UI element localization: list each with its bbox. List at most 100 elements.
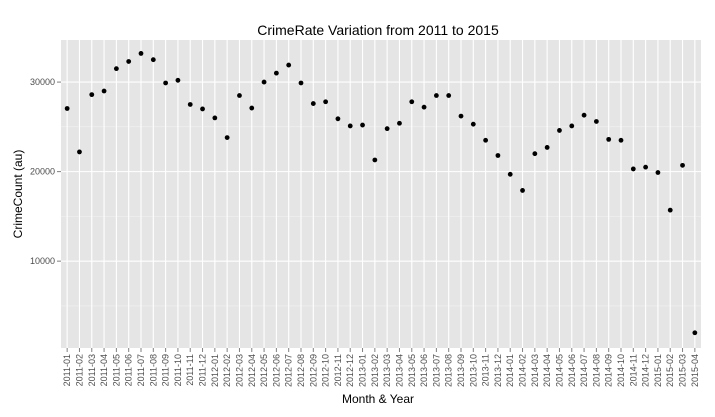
x-tick-label: 2011-08	[148, 354, 158, 386]
data-point	[446, 93, 452, 98]
data-point	[273, 70, 279, 76]
data-point	[212, 115, 218, 121]
data-point	[64, 106, 70, 111]
x-tick-label: 2012-02	[222, 354, 232, 387]
x-axis-title: Month & Year	[342, 392, 414, 406]
y-tick-label: 30000	[30, 77, 55, 87]
x-tick-label: 2014-05	[554, 354, 564, 387]
data-point	[581, 112, 587, 118]
x-tick-label: 2011-07	[136, 354, 146, 386]
data-point	[384, 126, 390, 132]
data-point	[680, 162, 685, 168]
data-point	[397, 120, 402, 126]
data-point	[421, 104, 427, 110]
data-point	[163, 80, 169, 86]
x-tick-label: 2013-03	[382, 354, 392, 387]
x-tick-label: 2015-03	[678, 354, 688, 387]
data-point	[557, 128, 562, 133]
data-point	[261, 79, 267, 85]
data-point	[298, 80, 304, 86]
x-tick-label: 2011-01	[62, 354, 72, 386]
x-tick-label: 2014-10	[616, 354, 626, 387]
data-point	[593, 119, 599, 124]
x-tick-label: 2012-01	[210, 354, 220, 387]
data-point	[126, 59, 132, 64]
data-point	[655, 170, 661, 175]
x-tick-label: 2013-10	[468, 354, 478, 387]
data-point	[77, 149, 82, 155]
x-tick-label: 2014-08	[591, 354, 601, 387]
data-point	[237, 93, 242, 98]
x-tick-label: 2013-12	[493, 354, 503, 387]
x-tick-label: 2014-02	[518, 354, 528, 387]
x-tick-label: 2011-11	[185, 354, 195, 386]
y-tick-label: 10000	[30, 256, 55, 266]
data-point	[335, 116, 341, 122]
x-tick-label: 2013-09	[456, 354, 466, 387]
x-tick-label: 2012-08	[296, 354, 306, 387]
x-tick-label: 2013-11	[481, 354, 491, 386]
data-point	[249, 105, 255, 111]
data-point	[175, 77, 181, 83]
data-point	[310, 101, 316, 106]
data-point	[667, 207, 673, 213]
x-axis: 2011-01 2011-02 2011-03 2011-04 2011-05 2011-…	[62, 348, 700, 387]
x-tick-label: 2013-01	[358, 354, 368, 387]
x-tick-label: 2012-03	[234, 354, 244, 387]
data-point	[200, 106, 205, 112]
x-tick-label: 2014-11	[628, 354, 638, 386]
data-point	[101, 88, 107, 94]
chart-title: CrimeRate Variation from 2011 to 2015	[257, 22, 499, 38]
x-tick-label: 2014-12	[641, 354, 651, 387]
data-point	[286, 62, 292, 68]
x-tick-label: 2014-01	[505, 354, 515, 387]
y-tick-label: 20000	[30, 167, 55, 177]
data-points	[64, 51, 698, 336]
x-tick-label: 2011-02	[74, 354, 84, 386]
data-point	[692, 330, 698, 336]
data-point	[520, 188, 525, 193]
data-point	[138, 51, 144, 56]
x-tick-label: 2011-05	[111, 354, 121, 386]
data-point	[470, 121, 476, 127]
data-point	[630, 166, 636, 172]
x-tick-label: 2014-07	[579, 354, 589, 387]
x-tick-label: 2012-09	[308, 354, 318, 387]
data-point	[569, 123, 575, 129]
data-point	[618, 137, 624, 143]
x-tick-label: 2014-03	[530, 354, 540, 387]
y-axis-title: CrimeCount (au)	[11, 150, 25, 239]
x-tick-label: 2013-07	[431, 354, 441, 387]
x-tick-label: 2012-06	[271, 354, 281, 387]
x-tick-label: 2015-04	[690, 354, 700, 387]
x-tick-label: 2012-07	[284, 354, 294, 387]
data-point	[323, 99, 329, 105]
x-tick-label: 2011-10	[173, 354, 183, 386]
x-tick-label: 2015-01	[653, 354, 663, 387]
x-tick-label: 2011-06	[124, 354, 134, 386]
x-tick-label: 2011-03	[87, 354, 97, 386]
x-tick-label: 2015-02	[665, 354, 675, 387]
data-point	[372, 157, 378, 163]
y-axis: 10000 20000 30000	[30, 77, 61, 266]
data-point	[347, 123, 353, 129]
data-point	[495, 153, 501, 158]
x-tick-label: 2011-12	[198, 354, 208, 386]
data-point	[409, 99, 415, 105]
data-point	[89, 92, 95, 98]
x-tick-label: 2012-10	[321, 354, 331, 387]
x-tick-label: 2013-05	[407, 354, 417, 387]
data-point	[643, 164, 649, 170]
data-point	[433, 93, 439, 98]
data-point	[224, 135, 230, 140]
x-tick-label: 2013-06	[419, 354, 429, 387]
data-point	[532, 151, 538, 157]
x-tick-label: 2014-06	[567, 354, 577, 387]
data-point	[113, 66, 119, 72]
x-tick-label: 2013-02	[370, 354, 380, 387]
x-tick-label: 2012-12	[345, 354, 355, 387]
x-tick-label: 2012-04	[247, 354, 257, 387]
plot-background	[61, 40, 701, 348]
minor-gridlines	[61, 126, 701, 307]
